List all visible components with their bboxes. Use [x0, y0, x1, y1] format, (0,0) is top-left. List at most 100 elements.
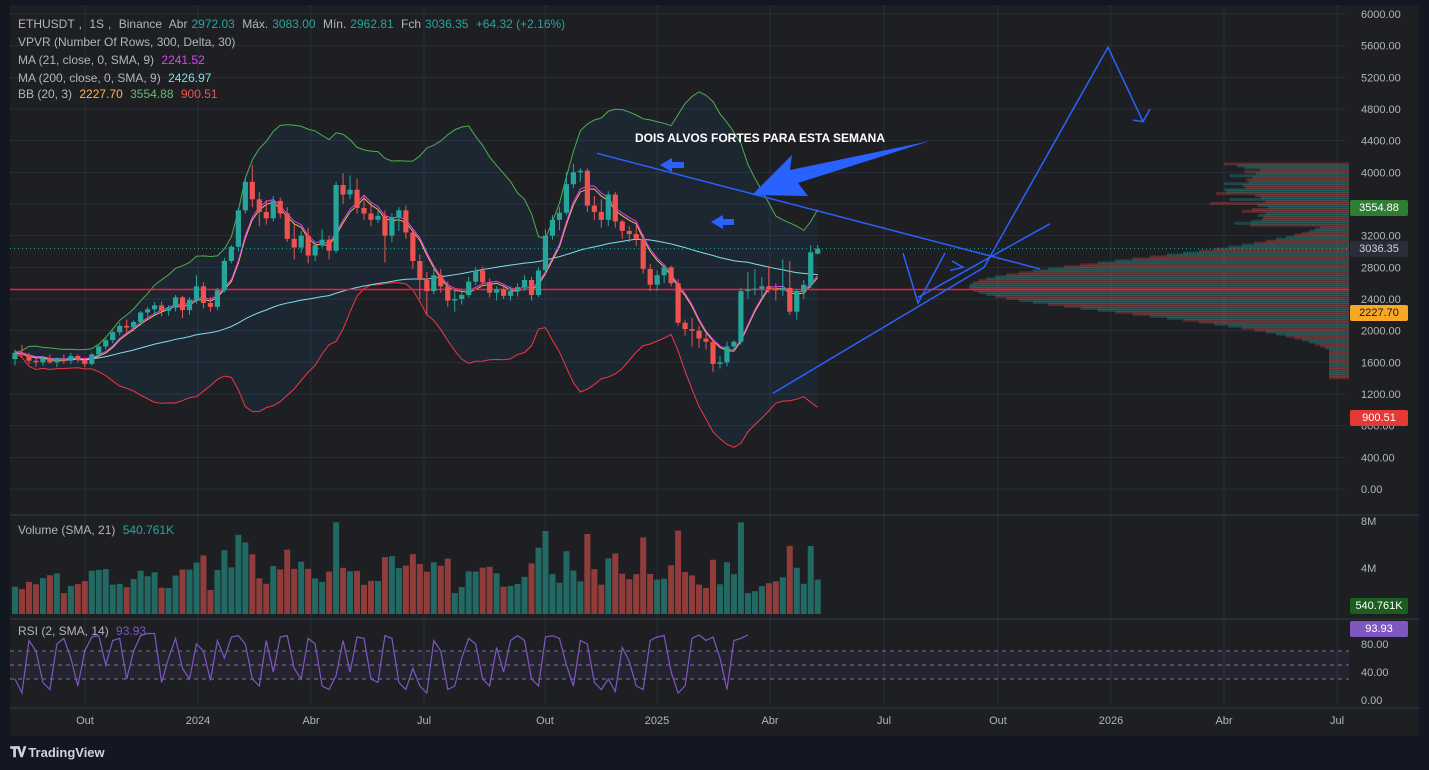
x-tick-label: Abr [1215, 715, 1232, 727]
volume-bar [549, 574, 555, 614]
candle-body [173, 297, 178, 307]
candle-body [543, 236, 548, 271]
volume-bar [152, 572, 158, 614]
vpvr-bar [1224, 162, 1349, 165]
volume-bar [738, 522, 744, 614]
volume-bar [584, 534, 590, 614]
volume-bar [640, 537, 646, 614]
candle-body [773, 289, 778, 291]
volume-bar [263, 584, 269, 614]
legend-bb[interactable]: BB (20, 3) 2227.70 3554.88 900.51 [18, 87, 222, 101]
volume-bar [766, 583, 772, 614]
target-projection [984, 47, 1143, 267]
legend-bb-basis: 2227.70 [79, 87, 122, 101]
volume-bar [710, 560, 716, 614]
bb-lower-price-tag: 900.51 [1350, 410, 1408, 426]
legend-low-label: Mín. [323, 17, 346, 31]
volume-bar [661, 579, 667, 614]
candle-body [389, 217, 394, 235]
legend-ma21[interactable]: MA (21, close, 0, SMA, 9) 2241.52 [18, 53, 209, 67]
volume-bar [487, 567, 493, 614]
volume-bar [340, 568, 346, 614]
candle-body [682, 323, 687, 329]
candle-body [236, 210, 241, 246]
candle-body [19, 353, 24, 355]
annotation-text[interactable]: DOIS ALVOS FORTES PARA ESTA SEMANA [635, 131, 885, 145]
candle-body [299, 236, 304, 248]
tradingview-logo[interactable]: 𝐓𝐕 TradingView [10, 744, 105, 761]
legend-volume-value: 540.761K [123, 523, 174, 537]
candle-body [780, 288, 785, 290]
candle-body [159, 305, 164, 311]
volume-bar [752, 591, 758, 614]
volume-bar [242, 542, 248, 614]
volume-bar [180, 569, 186, 614]
legend-ma200[interactable]: MA (200, close, 0, SMA, 9) 2426.97 [18, 71, 215, 85]
volume-bar [424, 572, 430, 614]
legend-vpvr[interactable]: VPVR (Number Of Rows, 300, Delta, 30) [18, 35, 235, 49]
volume-bar [103, 569, 109, 614]
legend-rsi-label: RSI (2, SMA, 14) [18, 624, 109, 638]
x-tick-label: Out [76, 715, 94, 727]
volume-bar [654, 580, 660, 614]
tv-logo-icon: 𝐓𝐕 [10, 744, 24, 761]
candle-body [89, 354, 94, 364]
volume-bar [68, 586, 74, 614]
candle-body [592, 206, 597, 212]
candle-body [333, 185, 338, 251]
candle-body [606, 195, 611, 220]
candle-body [354, 190, 359, 208]
volume-bar [221, 550, 227, 614]
volume-bar [33, 584, 39, 614]
candle-body [801, 285, 806, 291]
candle-body [738, 291, 743, 342]
volume-bar [138, 571, 144, 614]
volume-bar [780, 577, 786, 614]
candle-body [361, 208, 366, 214]
legend-volume[interactable]: Volume (SMA, 21) 540.761K [18, 523, 178, 537]
volume-bar [291, 569, 297, 614]
candle-body [501, 290, 506, 296]
y-tick-label: 6000.00 [1361, 9, 1401, 21]
candle-body [627, 231, 632, 234]
candle-body [766, 286, 771, 288]
volume-bar [347, 571, 353, 614]
volume-bar [235, 535, 241, 614]
legend-high: 3083.00 [272, 17, 315, 31]
candle-body [208, 303, 213, 307]
legend-high-label: Máx. [242, 17, 268, 31]
candle-body [557, 213, 562, 220]
candle-body [340, 185, 345, 195]
y-tick-label: 4800.00 [1361, 104, 1401, 116]
volume-bar [305, 569, 311, 614]
legend-rsi[interactable]: RSI (2, SMA, 14) 93.93 [18, 624, 150, 638]
bb-basis-price-tag: 2227.70 [1350, 305, 1408, 321]
legend-ma200-label: MA (200, close, 0, SMA, 9) [18, 71, 161, 85]
volume-bar [480, 568, 486, 614]
volume-bar [12, 587, 18, 614]
volume-bar [389, 556, 395, 614]
candle-body [445, 286, 450, 300]
volume-bar [40, 578, 46, 614]
candle-body [382, 216, 387, 236]
legend-bb-lower: 900.51 [181, 87, 218, 101]
candle-body [243, 182, 248, 211]
candle-body [452, 299, 457, 301]
candle-body [40, 358, 45, 362]
x-tick-label: 2026 [1099, 715, 1123, 727]
legend-interval: 1S [89, 17, 104, 31]
volume-bar [96, 570, 102, 614]
zigzag-projection [903, 253, 945, 303]
candle-body [61, 359, 66, 361]
candle-body [278, 201, 283, 214]
volume-bar [563, 551, 569, 614]
volume-bar [773, 581, 779, 614]
candle-body [717, 362, 722, 364]
candle-body [745, 290, 750, 292]
volume-bar [787, 546, 793, 614]
candle-body [710, 342, 715, 364]
candle-body [703, 339, 708, 342]
candle-body [166, 308, 171, 311]
candle-body [194, 286, 199, 299]
